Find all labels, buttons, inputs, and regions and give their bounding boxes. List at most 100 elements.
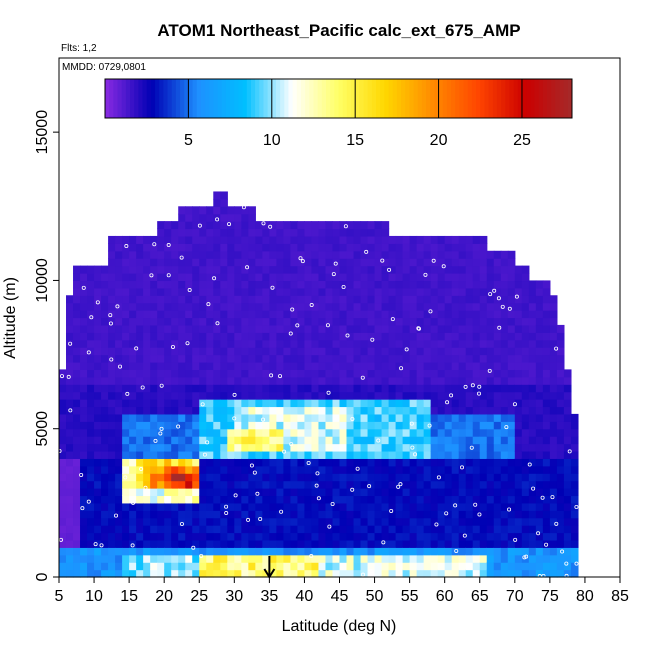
heatmap-cell xyxy=(178,361,186,370)
heatmap-cell xyxy=(269,443,277,452)
heatmap-cell xyxy=(122,443,130,452)
sample-point xyxy=(396,484,401,489)
heatmap-cell xyxy=(290,525,299,534)
heatmap-cell xyxy=(290,369,299,378)
heatmap-cell xyxy=(206,221,214,230)
heatmap-cell xyxy=(374,235,383,244)
heatmap-cell xyxy=(388,391,397,400)
heatmap-cell xyxy=(185,213,193,222)
heatmap-cell xyxy=(402,436,411,445)
heatmap-cell xyxy=(262,250,270,259)
heatmap-cell xyxy=(248,221,256,230)
heatmap-cell xyxy=(451,361,460,370)
heatmap-cell xyxy=(269,480,277,489)
heatmap-cell xyxy=(409,465,418,474)
heatmap-cell xyxy=(297,436,306,445)
heatmap-cell xyxy=(451,428,460,437)
heatmap-cell xyxy=(339,495,348,504)
sample-point xyxy=(282,449,287,454)
heatmap-cell xyxy=(220,250,228,259)
heatmap-cell xyxy=(157,265,165,274)
heatmap-cell xyxy=(269,525,277,534)
heatmap-cell xyxy=(178,436,186,445)
sample-point xyxy=(522,555,527,560)
heatmap-cell xyxy=(437,280,446,289)
heatmap-cell xyxy=(297,384,306,393)
heatmap-cell xyxy=(556,510,565,519)
heatmap-cell xyxy=(80,413,88,422)
heatmap-cell xyxy=(185,569,193,578)
heatmap-cell xyxy=(500,473,509,482)
heatmap-cell xyxy=(290,332,299,341)
heatmap-cell xyxy=(500,532,509,541)
heatmap-cell xyxy=(521,376,530,385)
heatmap-cell xyxy=(318,324,327,333)
heatmap-cell xyxy=(563,384,572,393)
heatmap-cell xyxy=(493,376,502,385)
heatmap-cell xyxy=(311,280,320,289)
heatmap-cell xyxy=(430,376,439,385)
heatmap-cell xyxy=(304,443,313,452)
heatmap-cell xyxy=(353,554,362,563)
heatmap-cell xyxy=(388,458,397,467)
heatmap-cell xyxy=(479,235,488,244)
heatmap-cell xyxy=(339,302,348,311)
heatmap-cell xyxy=(451,376,460,385)
heatmap-cell xyxy=(234,287,242,296)
heatmap-cell xyxy=(367,302,376,311)
heatmap-cell xyxy=(472,436,481,445)
sample-point xyxy=(199,553,204,558)
heatmap-cell xyxy=(213,332,221,341)
heatmap-cell xyxy=(66,525,74,534)
heatmap-cell xyxy=(346,495,355,504)
heatmap-cell xyxy=(185,332,193,341)
heatmap-cell xyxy=(66,428,74,437)
heatmap-cell xyxy=(185,554,193,563)
heatmap-cell xyxy=(332,391,341,400)
heatmap-cell xyxy=(164,450,172,459)
sample-point xyxy=(427,423,432,428)
heatmap-cell xyxy=(500,265,509,274)
heatmap-cell xyxy=(59,525,67,534)
heatmap-cell xyxy=(297,539,306,548)
heatmap-cell xyxy=(234,391,242,400)
heatmap-cell xyxy=(514,317,523,326)
sample-point xyxy=(524,554,529,559)
heatmap-cell xyxy=(157,473,165,482)
heatmap-cell xyxy=(150,495,158,504)
x-tick-label: 80 xyxy=(576,588,594,605)
heatmap-cell xyxy=(325,569,334,578)
heatmap-cell xyxy=(269,265,277,274)
heatmap-cell xyxy=(472,406,481,415)
heatmap-cell xyxy=(136,295,144,304)
heatmap-cell xyxy=(486,384,495,393)
heatmap-cell xyxy=(381,258,390,267)
heatmap-cell xyxy=(136,287,144,296)
heatmap-cell xyxy=(248,443,256,452)
heatmap-cell xyxy=(521,517,530,526)
heatmap-cell xyxy=(444,421,453,430)
colorbar-segment xyxy=(313,79,319,118)
heatmap-cell xyxy=(171,495,179,504)
heatmap-cell xyxy=(136,324,144,333)
heatmap-cell xyxy=(437,273,446,282)
heatmap-cell xyxy=(339,436,348,445)
heatmap-cell xyxy=(374,428,383,437)
heatmap-cell xyxy=(94,287,102,296)
heatmap-cell xyxy=(367,488,376,497)
heatmap-cell xyxy=(339,562,348,571)
heatmap-cell xyxy=(409,235,418,244)
heatmap-cell xyxy=(283,310,292,319)
heatmap-cell xyxy=(346,221,355,230)
heatmap-cell xyxy=(416,473,425,482)
heatmap-cell xyxy=(374,495,383,504)
heatmap-cell xyxy=(276,361,284,370)
heatmap-cell xyxy=(248,517,256,526)
sample-point xyxy=(544,542,549,547)
heatmap-cell xyxy=(472,317,481,326)
heatmap-cell xyxy=(87,510,95,519)
heatmap-cell xyxy=(325,243,334,252)
heatmap-cell xyxy=(437,295,446,304)
heatmap-cell xyxy=(150,280,158,289)
heatmap-cell xyxy=(108,495,116,504)
